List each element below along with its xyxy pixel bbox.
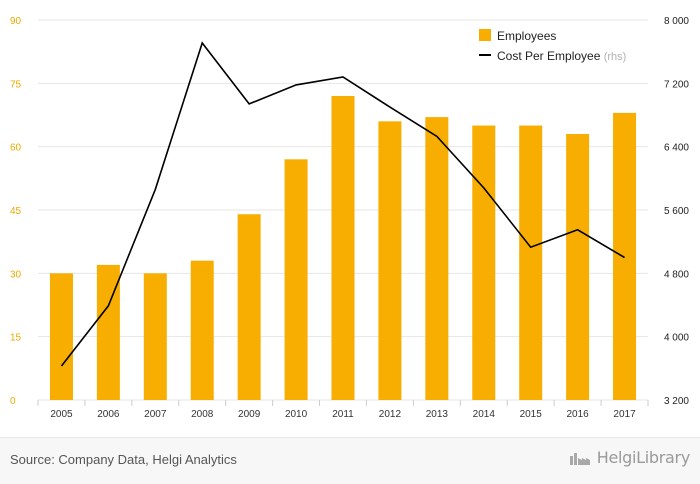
bar — [331, 96, 355, 400]
bar — [378, 121, 402, 400]
left-axis-tick-label: 30 — [10, 269, 22, 280]
legend-swatch-employees — [479, 29, 491, 41]
footer: Source: Company Data, Helgi Analytics He… — [0, 437, 700, 484]
bar — [284, 159, 308, 400]
x-axis-tick-label: 2015 — [520, 409, 543, 420]
left-axis-tick-label: 15 — [10, 333, 22, 344]
x-axis-tick-label: 2013 — [426, 409, 449, 420]
bar — [472, 125, 496, 401]
legend-label-employees: Employees — [497, 29, 556, 43]
left-axis-tick-label: 0 — [10, 396, 16, 407]
x-axis-tick-label: 2014 — [473, 409, 496, 420]
chart: 0 3 200 15 4 000 30 4 800 45 5 600 60 6 400 75 7 20… — [10, 16, 689, 420]
x-axis-tick-label: 2005 — [50, 409, 73, 420]
brand-name: HelgiLibrary — [596, 448, 691, 467]
bar — [143, 273, 167, 400]
x-axis-tick-label: 2016 — [566, 409, 589, 420]
cost-per-employee-line — [60, 41, 625, 367]
right-axis-tick-label: 6 400 — [664, 143, 689, 154]
legend-label-cost: Cost Per Employee (rhs) — [497, 49, 626, 63]
right-axis-tick-label: 7 200 — [664, 79, 689, 90]
bar — [425, 117, 449, 400]
brand-logo[interactable]: HelgiLibrary — [569, 448, 690, 467]
right-axis-tick-label: 5 600 — [664, 206, 689, 217]
left-axis-tick-label: 60 — [10, 143, 22, 154]
right-axis-tick-label: 4 000 — [664, 333, 689, 344]
bar — [96, 264, 120, 400]
x-axis-tick-label: 2012 — [379, 409, 402, 420]
x-axis-tick-label: 2017 — [613, 409, 636, 420]
x-axis-tick-label: 2009 — [238, 409, 261, 420]
x-axis-tick-label: 2010 — [285, 409, 308, 420]
factory-icon — [569, 452, 590, 465]
source-note: Source: Company Data, Helgi Analytics — [10, 452, 237, 467]
x-axis-tick-label: 2006 — [97, 409, 120, 420]
left-axis-tick-label: 90 — [10, 16, 22, 27]
bar — [190, 260, 214, 400]
left-axis-tick-label: 45 — [10, 206, 22, 217]
x-axis-tick-label: 2011 — [332, 409, 354, 420]
bar — [613, 112, 637, 400]
x-axis-tick-label: 2008 — [191, 409, 214, 420]
bar — [237, 214, 261, 400]
left-axis-tick-label: 75 — [10, 79, 22, 90]
bar — [49, 273, 73, 400]
bar — [519, 125, 543, 401]
right-axis-tick-label: 8 000 — [664, 16, 689, 27]
right-axis-tick-label: 3 200 — [664, 396, 689, 407]
right-axis-tick-label: 4 800 — [664, 269, 689, 280]
x-axis-tick-label: 2007 — [144, 409, 167, 420]
bar — [566, 134, 590, 400]
